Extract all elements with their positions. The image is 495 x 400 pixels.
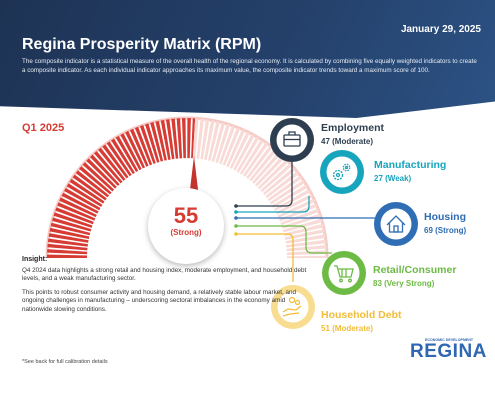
page-title: Regina Prosperity Matrix (RPM) xyxy=(22,36,262,53)
period-label: Q1 2025 xyxy=(22,122,65,134)
insight-section: Insight: Q4 2024 data highlights a stron… xyxy=(22,256,312,320)
report-date: January 29, 2025 xyxy=(400,24,481,35)
indicator-manufacturing-value: 27 (Weak) xyxy=(374,174,412,183)
indicator-housing-value: 69 (Strong) xyxy=(424,226,467,235)
briefcase-icon xyxy=(283,131,301,147)
footnote: *See back for full calibration details xyxy=(22,359,108,365)
housing-badge xyxy=(374,202,418,246)
connector-dots xyxy=(234,204,238,236)
header-banner xyxy=(0,0,495,118)
hand-coins-icon xyxy=(282,296,302,317)
composite-score: 55 xyxy=(173,203,199,228)
manufacturing-badge xyxy=(320,150,364,194)
gauge-arc xyxy=(45,116,329,259)
house-icon xyxy=(386,215,406,233)
insight-paragraph-2: This points to robust consumer activity … xyxy=(22,288,297,313)
indicator-household-debt-value: 51 (Moderate) xyxy=(321,324,374,333)
retail-badge xyxy=(322,251,366,295)
indicator-retail-name: Retail/Consumer xyxy=(373,264,457,276)
indicator-manufacturing-name: Manufacturing xyxy=(374,159,447,171)
indicator-employment-name: Employment xyxy=(321,122,385,134)
insight-paragraph-1: Q4 2024 data highlights a strong retail … xyxy=(22,266,307,283)
score-circle: 55 (Strong) xyxy=(148,188,224,264)
household-debt-badge xyxy=(271,285,315,329)
description: The composite indicator is a statistical… xyxy=(22,58,477,74)
connector-lines xyxy=(236,154,380,282)
indicator-household-debt-name: Household Debt xyxy=(321,309,402,321)
gauge-needle xyxy=(189,156,199,198)
insight-heading: Insight: xyxy=(22,256,48,263)
indicator-retail-value: 83 (Very Strong) xyxy=(373,279,435,288)
logo-wordmark: REGINA xyxy=(410,341,487,362)
gears-icon xyxy=(332,163,351,181)
indicator-employment-value: 47 (Moderate) xyxy=(321,137,374,146)
composite-rating: (Strong) xyxy=(170,228,202,237)
logo-tagline: ECONOMIC DEVELOPMENT xyxy=(425,338,474,342)
economic-development-regina-logo: ECONOMIC DEVELOPMENT REGINA xyxy=(410,338,487,362)
indicator-housing-name: Housing xyxy=(424,211,466,223)
employment-badge xyxy=(270,118,314,162)
shopping-cart-icon xyxy=(334,265,354,283)
